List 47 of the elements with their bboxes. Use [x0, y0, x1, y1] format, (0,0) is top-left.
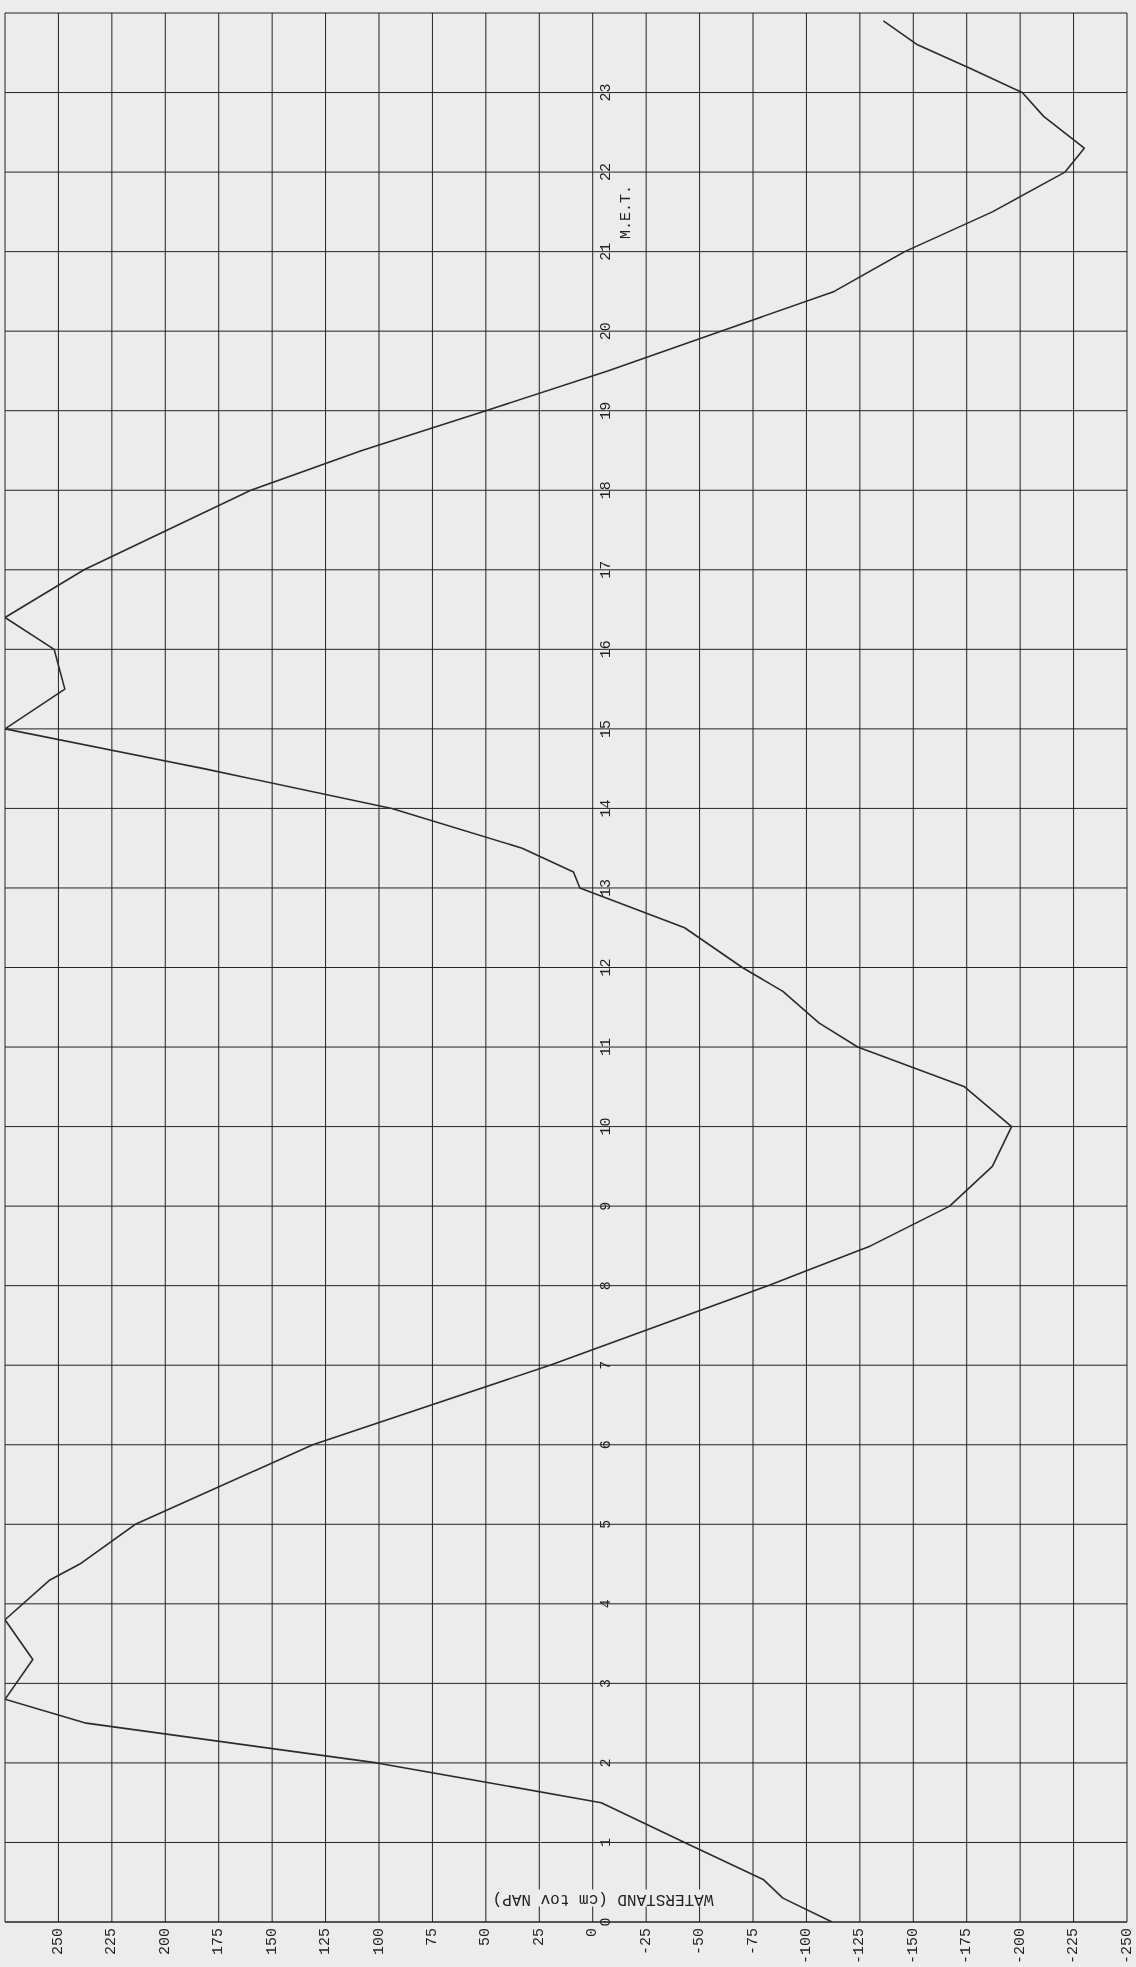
y-tick-label: 22	[598, 163, 616, 182]
x-tick-label: 200	[156, 1928, 174, 1956]
y-tick-label: 6	[598, 1440, 616, 1450]
x-tick-label: -125	[851, 1928, 869, 1965]
x-tick-label: -150	[904, 1928, 922, 1965]
x-tick-label: 150	[263, 1928, 281, 1956]
x-axis-title: WATERSTAND (cm tov NAP)	[492, 1889, 714, 1908]
x-tick-label: -175	[958, 1928, 976, 1965]
y-tick-label: 10	[598, 1117, 616, 1136]
y-tick-label: 23	[598, 83, 616, 102]
x-tick-label: 25	[530, 1928, 548, 1947]
x-tick-label: 175	[210, 1928, 228, 1956]
y-tick-label: 18	[598, 481, 616, 500]
x-tick-label: 225	[103, 1928, 121, 1956]
y-tick-label: 4	[598, 1599, 616, 1609]
x-tick-label: 250	[49, 1928, 67, 1956]
y-tick-label: 3	[598, 1678, 616, 1688]
y-tick-label: 5	[598, 1519, 616, 1529]
y-tick-label: 9	[598, 1201, 616, 1211]
y-tick-label: 19	[598, 401, 616, 420]
y-axis-title: M.E.T.	[617, 184, 635, 239]
x-tick-label: -50	[691, 1928, 709, 1956]
y-tick-label: 17	[598, 560, 616, 579]
y-tick-label: 12	[598, 958, 616, 977]
y-tick-label: 14	[598, 799, 616, 818]
y-tick-label: 21	[598, 242, 616, 261]
y-tick-label: 7	[598, 1360, 616, 1370]
y-tick-label: 11	[598, 1038, 616, 1057]
y-tick-label: 16	[598, 640, 616, 659]
x-tick-label: -75	[744, 1928, 762, 1956]
y-tick-label: 20	[598, 322, 616, 341]
y-tick-label: 13	[598, 878, 616, 897]
y-tick-label: 1	[598, 1837, 616, 1847]
y-tick-label: 15	[598, 719, 616, 738]
x-tick-label: 0	[584, 1928, 602, 1938]
x-tick-label: -250	[1118, 1928, 1136, 1965]
x-tick-label: 50	[477, 1928, 495, 1947]
y-tick-label: 8	[598, 1281, 616, 1291]
x-tick-label: 75	[423, 1928, 441, 1947]
x-tick-label: -225	[1065, 1928, 1083, 1965]
x-tick-label: -200	[1011, 1928, 1029, 1965]
x-tick-label: -100	[797, 1928, 815, 1965]
x-tick-label: -25	[637, 1928, 655, 1956]
x-tick-label: 125	[317, 1928, 335, 1956]
y-tick-label: 2	[598, 1758, 616, 1768]
x-tick-label: 100	[370, 1928, 388, 1956]
y-tick-label: 0	[598, 1917, 616, 1927]
